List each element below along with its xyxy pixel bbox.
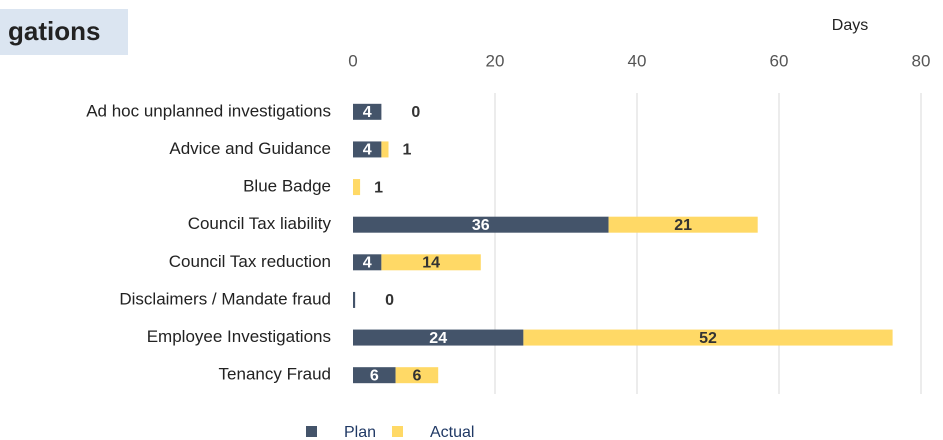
data-label: 4 [363, 142, 372, 159]
data-label: 0 [411, 104, 420, 121]
bar-segment [353, 141, 382, 158]
legend-label: Plan [344, 424, 376, 440]
x-tick-label: 80 [912, 51, 931, 70]
y-tick-label: Advice and Guidance [169, 139, 331, 158]
data-label: 14 [422, 255, 440, 272]
chart-title: gations [8, 16, 100, 46]
y-tick-label: Ad hoc unplanned investigations [86, 101, 331, 120]
x-tick-label: 20 [486, 51, 505, 70]
data-label: 52 [699, 330, 717, 347]
y-tick-label: Council Tax liability [188, 214, 332, 233]
title-box [0, 9, 128, 55]
y-tick-label: Employee Investigations [147, 327, 331, 346]
bar-segment [353, 291, 356, 308]
legend-swatch [306, 426, 317, 437]
bar-segment [353, 103, 382, 120]
bar-segment [353, 254, 382, 271]
data-label: 1 [403, 142, 412, 159]
bar-segment [353, 329, 524, 346]
bar-segment [353, 216, 609, 233]
x-tick-label: 0 [348, 51, 357, 70]
data-label: 36 [472, 217, 490, 234]
data-label: 4 [363, 255, 372, 272]
bar-segment [395, 367, 439, 384]
data-label: 0 [385, 292, 394, 309]
axis-label: Days [832, 17, 868, 34]
data-label: 21 [674, 217, 692, 234]
legend-swatch [392, 426, 403, 437]
y-tick-label: Blue Badge [243, 177, 331, 196]
bar-segment [353, 179, 361, 196]
x-tick-label: 40 [628, 51, 647, 70]
data-label: 4 [363, 104, 372, 121]
bar-segment [381, 141, 389, 158]
bar-segment [523, 329, 893, 346]
data-label: 1 [374, 179, 383, 196]
bar-segment [381, 254, 481, 271]
x-tick-label: 60 [770, 51, 789, 70]
data-label: 6 [370, 367, 379, 384]
data-label: 6 [412, 367, 421, 384]
data-label: 24 [429, 330, 447, 347]
y-tick-label: Tenancy Fraud [219, 365, 331, 384]
bar-segment [608, 216, 758, 233]
y-tick-label: Council Tax reduction [169, 252, 331, 271]
bar-segment [353, 367, 396, 384]
legend-label: Actual [430, 424, 474, 440]
y-tick-label: Disclaimers / Mandate fraud [119, 289, 331, 308]
